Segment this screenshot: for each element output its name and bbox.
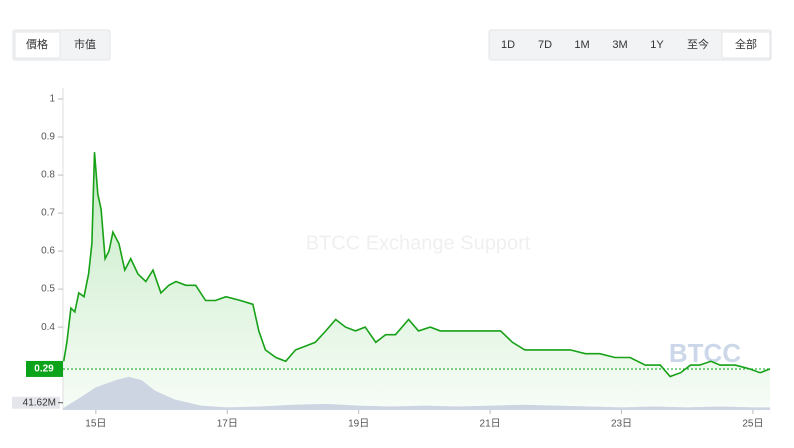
y-tick-label: 0.5 [41, 284, 55, 295]
x-tick-label: 19日 [348, 419, 369, 430]
y-tick-label: 0.6 [41, 246, 55, 257]
watermark: BTCC Exchange Support [306, 232, 531, 254]
current-price-box [26, 360, 63, 377]
x-tick-label: 23日 [611, 419, 632, 430]
price-line [62, 152, 771, 378]
x-tick-label: 15日 [85, 419, 106, 430]
x-tick-label: 17日 [217, 419, 238, 430]
range-button[interactable]: 1D [501, 39, 515, 51]
volume-label-box [12, 396, 60, 409]
y-tick-label: 0.9 [41, 132, 55, 143]
y-tick-label: 1 [49, 94, 55, 105]
toggle-active [14, 31, 61, 59]
range-group [488, 29, 772, 61]
volume-area [63, 376, 770, 410]
range-button[interactable]: 3M [612, 39, 627, 51]
y-tick-label: 0.4 [41, 322, 55, 333]
toggle-button[interactable]: 價格 [26, 37, 48, 51]
x-tick-label: 25日 [742, 419, 763, 430]
y-tick-label: 0.7 [41, 208, 55, 219]
range-active [721, 31, 771, 59]
range-button[interactable]: 全部 [735, 37, 757, 51]
current-price-label: 0.29 [34, 364, 54, 375]
range-button[interactable]: 至今 [687, 37, 709, 51]
price-area [63, 152, 770, 410]
range-button[interactable]: 1Y [650, 39, 664, 51]
x-tick-label: 21日 [480, 419, 501, 430]
toggle-button[interactable]: 市值 [74, 37, 96, 51]
y2-tick-label: 41.62M [23, 397, 56, 408]
range-button[interactable]: 1M [574, 39, 589, 51]
y-tick-label: 0.8 [41, 170, 55, 181]
range-button[interactable]: 7D [538, 39, 552, 51]
